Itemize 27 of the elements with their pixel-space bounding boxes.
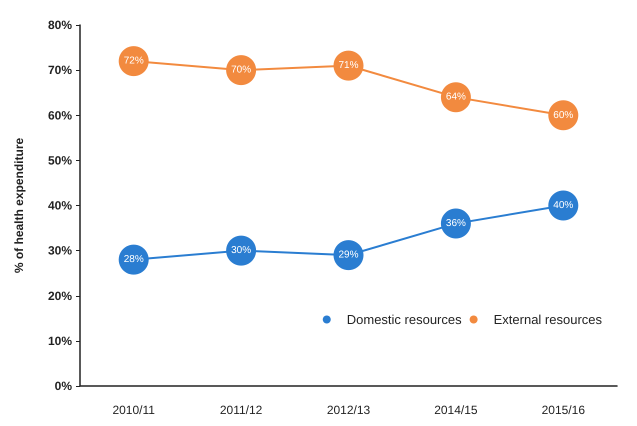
y-tick-label: 40% [48, 198, 72, 212]
y-tick-label: 0% [54, 379, 72, 393]
data-label: 28% [124, 254, 144, 266]
data-label: 30% [231, 245, 252, 256]
y-tick-label: 20% [48, 288, 72, 303]
data-label: 70% [231, 64, 252, 76]
data-label: 36% [446, 218, 466, 230]
x-tick-label: 2011/12 [220, 403, 263, 417]
y-tick-label: 30% [48, 244, 72, 258]
data-label: 60% [553, 110, 574, 121]
legend-label: External resources [494, 312, 602, 327]
y-tick-label: 80% [48, 18, 72, 32]
y-axis-title: % of health expenditure [12, 138, 26, 274]
x-tick-label: 2014/15 [434, 403, 478, 417]
y-tick-label: 60% [48, 108, 72, 122]
data-label: 71% [338, 60, 359, 72]
y-tick-label: 50% [48, 153, 72, 168]
data-label: 40% [553, 200, 574, 211]
x-tick-label: 2010/11 [112, 403, 156, 417]
data-label: 64% [446, 92, 466, 103]
legend-label: Domestic resources [346, 312, 462, 327]
data-label: 72% [124, 56, 144, 67]
y-tick-label: 70% [48, 63, 72, 78]
y-tick-label: 10% [48, 334, 72, 348]
x-tick-label: 2012/13 [326, 403, 371, 417]
data-label: 29% [338, 250, 359, 261]
x-tick-label: 2015/16 [542, 403, 586, 417]
